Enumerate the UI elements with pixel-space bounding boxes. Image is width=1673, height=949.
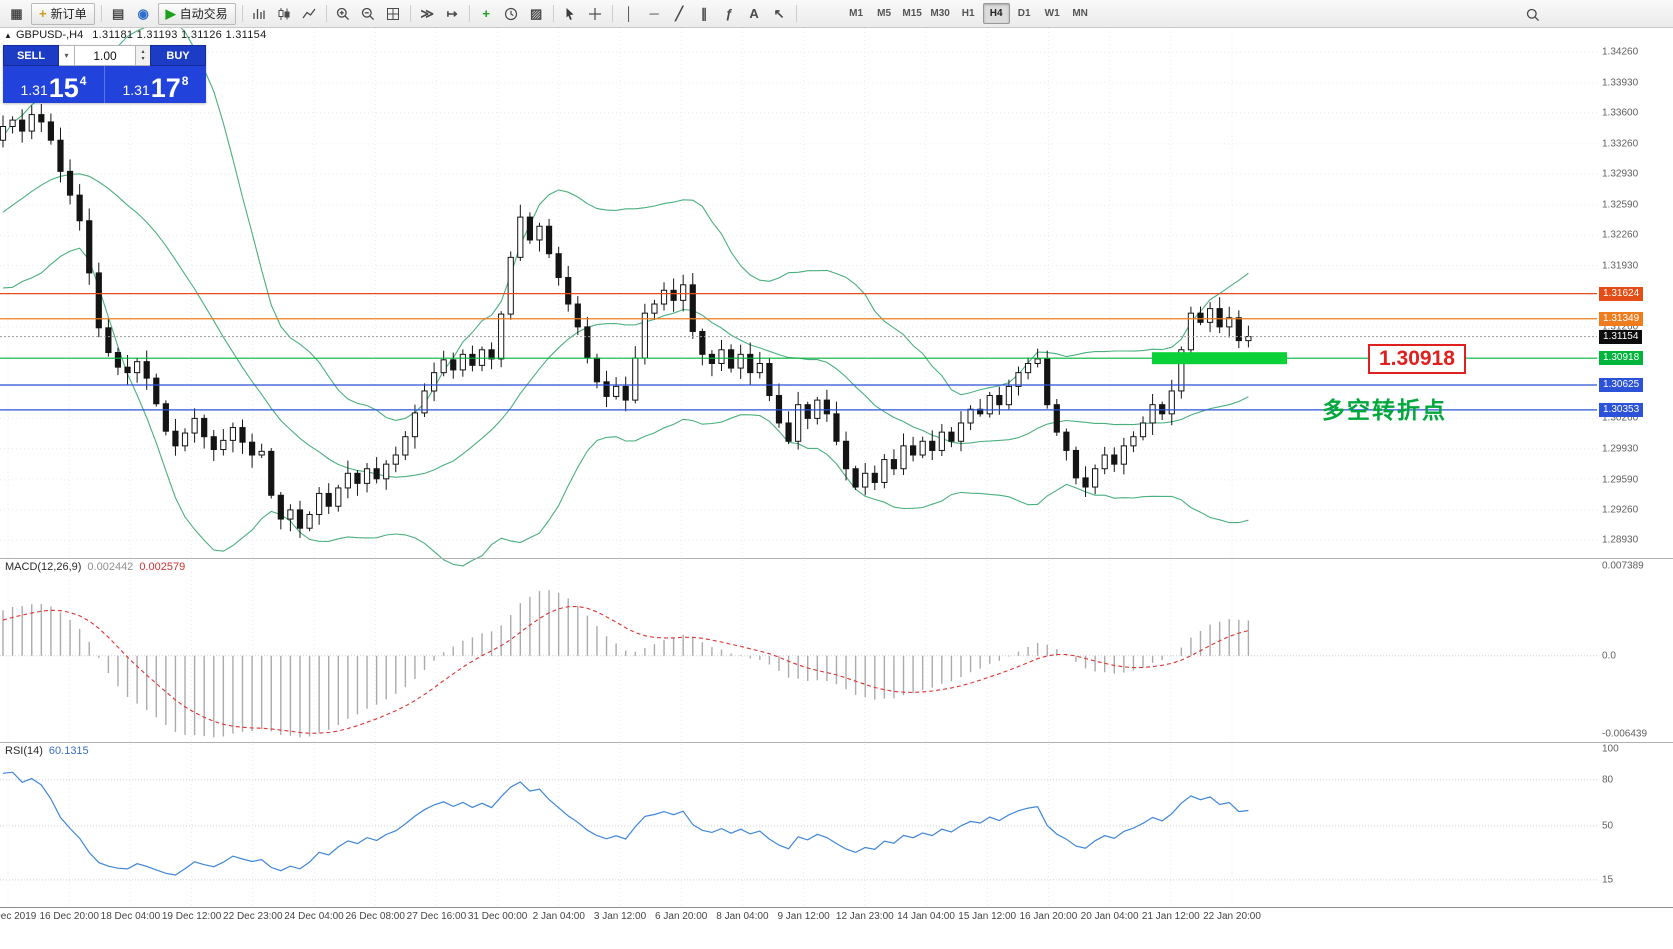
vertical-line-icon[interactable]: │ [625, 6, 634, 21]
toolbar-separator [468, 5, 470, 22]
new-chart-icon[interactable]: ▦ [10, 6, 23, 21]
toolbar-separator [241, 5, 243, 22]
timeframe-button-MN[interactable]: MN [1072, 8, 1088, 19]
toolbar-separator [409, 5, 411, 22]
timeframe-button-W1[interactable]: W1 [1044, 8, 1060, 19]
new-order-button[interactable]: + 新订单 [31, 2, 95, 25]
text-tool-icon[interactable]: A [749, 6, 759, 21]
timeframe-button-M5[interactable]: M5 [877, 8, 892, 19]
equidistant-channel-icon[interactable]: ∥ [700, 6, 708, 21]
chart-shift-icon[interactable]: ↦ [446, 6, 458, 21]
data-window-icon[interactable]: ◉ [137, 6, 149, 21]
arrows-tool-icon[interactable]: ↖ [773, 6, 785, 21]
periods-icon[interactable] [499, 2, 524, 25]
one-click-trading-panel: SELL ▾ 1.00 ▴ ▾ BUY 1.31 15 4 1.31 17 8 [3, 45, 206, 103]
trendline-icon[interactable]: ╱ [675, 6, 684, 21]
horizontal-line-icon[interactable]: ─ [649, 6, 659, 21]
crosshair-icon[interactable] [583, 2, 608, 25]
auto-scroll-icon[interactable]: ≫ [420, 6, 434, 21]
bar-chart-icon[interactable] [247, 2, 272, 25]
zoom-in-icon[interactable] [331, 2, 356, 25]
toolbar-separator [100, 5, 102, 22]
toolbar-separator [795, 5, 797, 22]
timeframe-button-M15[interactable]: M15 [902, 8, 922, 19]
volume-dropdown[interactable]: ▾ [59, 45, 75, 66]
buy-button[interactable]: BUY [150, 45, 206, 66]
timeframe-button-M30[interactable]: M30 [930, 8, 950, 19]
search-icon[interactable] [1520, 3, 1545, 26]
timeframe-button-M1[interactable]: M1 [849, 8, 864, 19]
one-click-collapse-arrow-icon[interactable]: ▲ [4, 31, 12, 40]
fibonacci-icon[interactable]: ƒ [725, 6, 733, 21]
line-chart-icon[interactable] [297, 2, 322, 25]
timeframe-button-H1[interactable]: H1 [961, 8, 975, 19]
volume-input[interactable]: 1.00 [75, 45, 135, 66]
sell-price-display[interactable]: 1.31 15 4 [3, 66, 105, 103]
profiles-icon[interactable]: ▤ [111, 6, 125, 21]
sell-button[interactable]: SELL [3, 45, 59, 66]
candlestick-chart-icon[interactable] [272, 2, 297, 25]
main-toolbar: ▦ + 新订单 ▤ ◉ ▶ 自动交易 ≫ ↦ + ▨ │ ─ ╱ ∥ ƒ A ↖ M1 M5 M15 M30 H1 H4 D1 W… [0, 0, 1673, 28]
tile-windows-icon[interactable] [381, 2, 406, 25]
timeframe-button-H4[interactable]: H4 [982, 3, 1010, 24]
timeframe-button-D1[interactable]: D1 [1017, 8, 1031, 19]
volume-stepper[interactable]: ▴ ▾ [135, 45, 150, 66]
indicators-icon[interactable]: + [482, 6, 490, 21]
toolbar-separator [325, 5, 327, 22]
cursor-icon[interactable] [558, 2, 583, 25]
templates-icon[interactable]: ▨ [529, 6, 543, 21]
toolbar-separator [552, 5, 554, 22]
toolbar-separator [611, 5, 613, 22]
zoom-out-icon[interactable] [356, 2, 381, 25]
timeframe-toolbar: M1 M5 M15 M30 H1 H4 D1 W1 MN [843, 3, 1094, 24]
autotrading-button[interactable]: ▶ 自动交易 [157, 2, 236, 25]
buy-price-display[interactable]: 1.31 17 8 [105, 66, 206, 103]
